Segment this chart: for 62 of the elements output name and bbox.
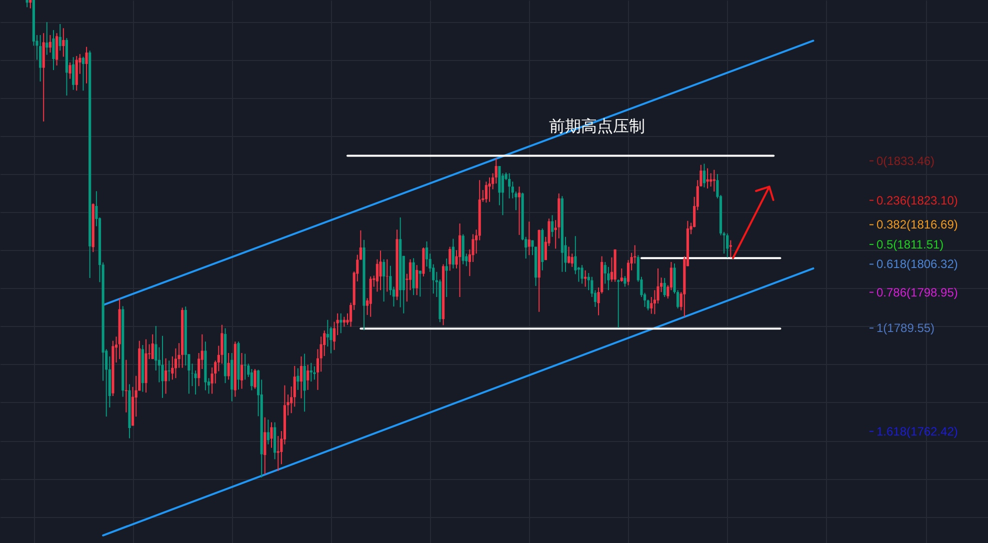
candlestick [56, 32, 58, 66]
candlestick [550, 214, 554, 238]
ref-line-label: 1(1789.55) [876, 321, 935, 336]
candlestick [624, 276, 626, 288]
candlestick [729, 240, 732, 258]
candlestick [620, 268, 623, 282]
candlestick [266, 419, 270, 445]
ref-line-label: 0.236(1823.10) [876, 193, 958, 208]
ref-line-label: 0(1833.46) [876, 154, 935, 168]
candlestick [416, 264, 418, 296]
candlestick [240, 352, 244, 390]
candlestick [270, 422, 273, 448]
candlestick [151, 334, 154, 360]
ref-line-label: 0.382(1816.69) [876, 218, 958, 232]
candlestick [706, 168, 709, 189]
candlestick [382, 258, 386, 302]
candlestick [264, 416, 266, 475]
candlestick [484, 181, 488, 204]
candlestick [458, 223, 462, 298]
candlestick [310, 362, 312, 382]
candlestick [568, 246, 570, 264]
candlestick [306, 364, 310, 390]
candlestick [712, 169, 716, 192]
candlestick [488, 176, 491, 202]
candlestick [508, 172, 511, 199]
candlestick [46, 22, 48, 56]
candlestick [418, 270, 422, 298]
candlestick [313, 366, 316, 380]
candlestick [52, 30, 55, 71]
candlestick [617, 278, 620, 328]
candlestick [296, 368, 300, 390]
candlestick [254, 368, 256, 390]
candlestick [702, 163, 706, 188]
candlestick [580, 264, 584, 284]
candlestick [62, 28, 65, 58]
candlestick [58, 23, 62, 52]
candlestick [518, 186, 521, 236]
candlestick [227, 352, 230, 380]
candlestick [168, 360, 170, 382]
candlestick [300, 356, 303, 399]
candlestick [386, 258, 388, 292]
candlestick [528, 221, 530, 256]
candlestick [38, 34, 42, 82]
ref-line-label: 0.618(1806.32) [876, 257, 958, 272]
ref-line-label: 0.786(1798.95) [876, 285, 958, 300]
candlestick [68, 62, 72, 80]
candlestick [48, 34, 52, 54]
candlestick [663, 277, 666, 298]
candlestick [726, 232, 729, 258]
candlestick [82, 56, 85, 92]
candlestick [164, 358, 168, 394]
candlestick [379, 250, 382, 291]
candlestick [85, 46, 88, 84]
candlestick [607, 266, 610, 291]
candlestick [72, 56, 75, 90]
candlestick [452, 238, 454, 269]
candlestick [161, 335, 164, 398]
ref-line-label: 1.618(1762.42) [876, 424, 958, 438]
candlestick [326, 319, 329, 348]
candlestick [448, 246, 452, 272]
ref-line-label: 0.5(1811.51) [876, 237, 944, 252]
candlestick [445, 258, 448, 298]
